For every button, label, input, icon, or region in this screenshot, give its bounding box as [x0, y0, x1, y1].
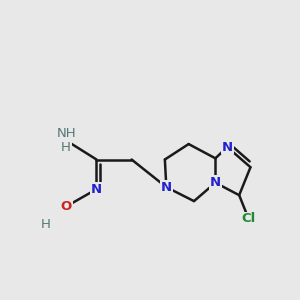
Text: NH: NH	[56, 127, 76, 140]
Text: N: N	[161, 181, 172, 194]
Text: N: N	[210, 176, 221, 189]
Text: H: H	[61, 140, 71, 154]
Text: H: H	[40, 218, 50, 231]
Text: N: N	[222, 140, 233, 154]
Text: N: N	[91, 183, 102, 196]
Text: Cl: Cl	[242, 212, 256, 226]
Text: O: O	[61, 200, 72, 213]
